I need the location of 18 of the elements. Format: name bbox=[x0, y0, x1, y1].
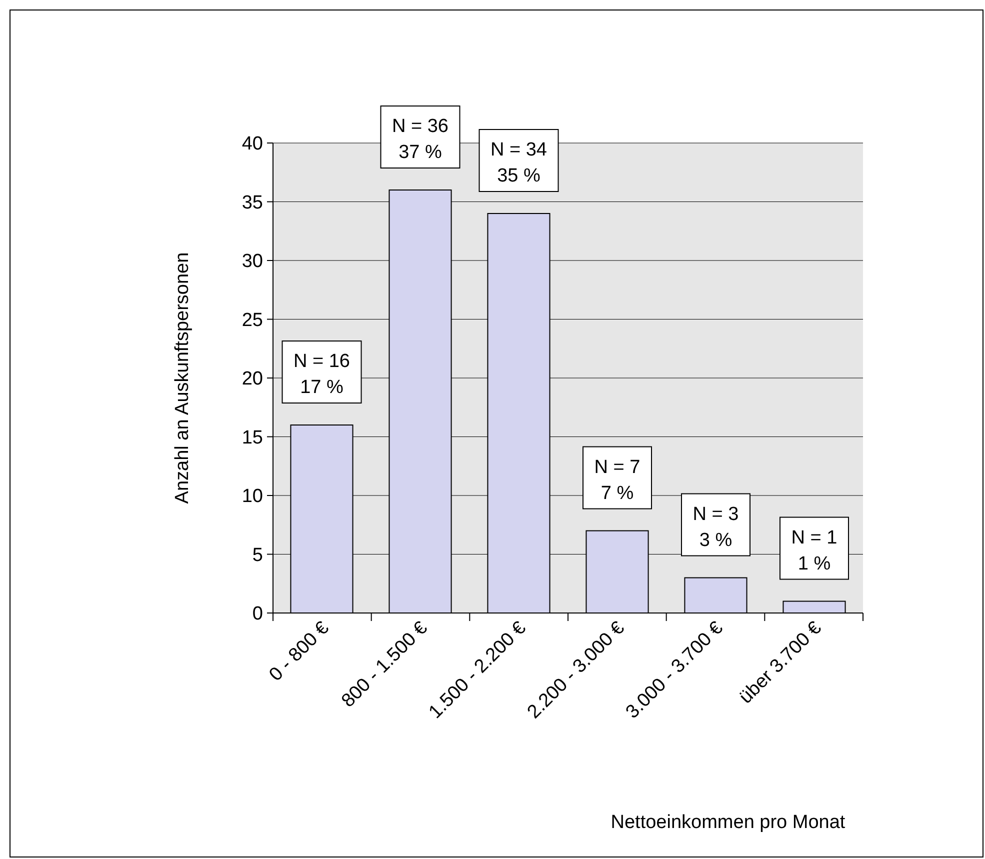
y-tick-label: 30 bbox=[242, 251, 263, 272]
data-label: N = 3 3 % bbox=[692, 504, 739, 551]
x-tick-label: 0 - 800 € bbox=[265, 617, 334, 686]
data-label: N = 7 7 % bbox=[594, 456, 640, 504]
y-tick-label: 40 bbox=[242, 134, 263, 155]
y-tick-label: 25 bbox=[242, 310, 263, 331]
y-tick-label: 20 bbox=[242, 368, 263, 390]
x-axis-title: Nettoeinkommen pro Monat bbox=[610, 812, 846, 833]
y-axis-title: Anzahl an Auskunftspersonen bbox=[172, 252, 193, 504]
y-tick-label: 15 bbox=[242, 427, 263, 448]
y-tick-label: 0 bbox=[252, 604, 263, 625]
y-tick-label: 35 bbox=[242, 192, 263, 214]
data-label: N = 34 35 % bbox=[490, 140, 548, 186]
data-label: N = 36 37 % bbox=[392, 116, 449, 163]
data-label: N = 1 1 % bbox=[791, 527, 838, 574]
y-tick-label: 5 bbox=[252, 544, 263, 566]
data-label: N = 16 17 % bbox=[294, 351, 350, 398]
y-tick-label: 10 bbox=[242, 486, 263, 508]
